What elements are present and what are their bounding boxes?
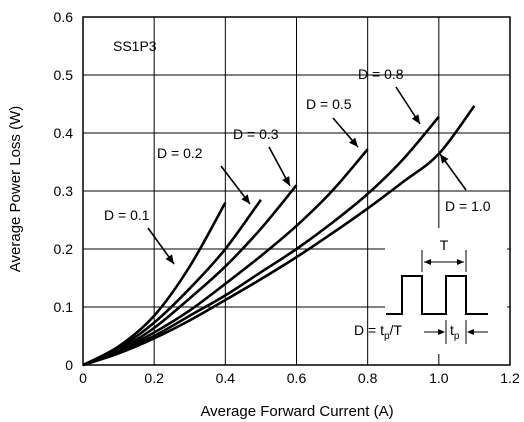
series-label-0: D = 0.1: [104, 207, 150, 223]
pulse-label-sub: p: [454, 331, 460, 342]
period-arrowhead-right: [457, 259, 464, 265]
series-pointer-head-2: [282, 176, 290, 186]
duty-formula-sub: p: [384, 331, 390, 342]
series-pointer-head-1: [241, 194, 250, 204]
x-tick-label: 1.0: [429, 370, 449, 386]
pulse-arrowhead-left: [438, 329, 445, 335]
chart-title: SS1P3: [113, 38, 157, 54]
period-label: T: [440, 237, 449, 253]
duty-formula: D = tp/T: [354, 322, 402, 342]
y-tick-label: 0: [65, 357, 73, 373]
x-tick-label: 1.2: [500, 370, 520, 386]
duty-formula-suffix: /T: [390, 322, 403, 338]
x-tick-label: 0.8: [358, 370, 378, 386]
plot-frame: [82, 16, 511, 366]
x-tick-label: 0.6: [287, 370, 307, 386]
series-pointer-head-3: [349, 137, 358, 147]
series-line-1: [82, 198, 262, 367]
series-pointer-head-0: [165, 254, 174, 264]
y-tick-label: 0.6: [54, 9, 74, 25]
series-label-5: D = 1.0: [445, 198, 491, 214]
axis-ticks: 0 0.2 0.4 0.6 0.8 1.0 1.2 0 0.1 0.2 0.3 0.4 0.5 0.6: [54, 9, 520, 386]
y-axis-title: Average Power Loss (W): [7, 106, 24, 272]
period-arrowhead-left: [424, 259, 431, 265]
series-lines: [82, 104, 476, 367]
series-pointer-head-5: [440, 154, 449, 164]
x-tick-label: 0: [79, 370, 87, 386]
series-label-2: D = 0.3: [233, 126, 279, 142]
series-label-3: D = 0.5: [306, 96, 352, 112]
series-line-4: [82, 115, 440, 367]
y-tick-label: 0.3: [54, 183, 74, 199]
x-axis-title: Average Forward Current (A): [200, 403, 393, 420]
series-label-1: D = 0.2: [157, 145, 203, 161]
series-line-5: [82, 104, 476, 367]
pulse-width-label: tp: [450, 322, 460, 342]
series-line-3: [82, 148, 369, 367]
pulse-waveform: [386, 275, 488, 315]
y-tick-label: 0.1: [54, 299, 74, 315]
x-tick-label: 0.4: [216, 370, 236, 386]
series-label-4: D = 0.8: [358, 66, 404, 82]
y-tick-label: 0.4: [54, 125, 74, 141]
pulse-arrowhead-right: [467, 329, 474, 335]
grid: [83, 17, 510, 365]
series-pointer-head-4: [411, 114, 420, 124]
pulse-label: t: [450, 322, 454, 338]
y-tick-label: 0.2: [54, 241, 74, 257]
x-tick-label: 0.2: [144, 370, 164, 386]
duty-cycle-inset: T D = tp/T tp: [354, 228, 507, 354]
duty-formula-prefix: D = t: [354, 322, 384, 338]
y-tick-label: 0.5: [54, 67, 74, 83]
series-labels: D = 0.1 D = 0.2 D = 0.3 D = 0.5 D = 0.8 D = 1…: [104, 66, 491, 265]
